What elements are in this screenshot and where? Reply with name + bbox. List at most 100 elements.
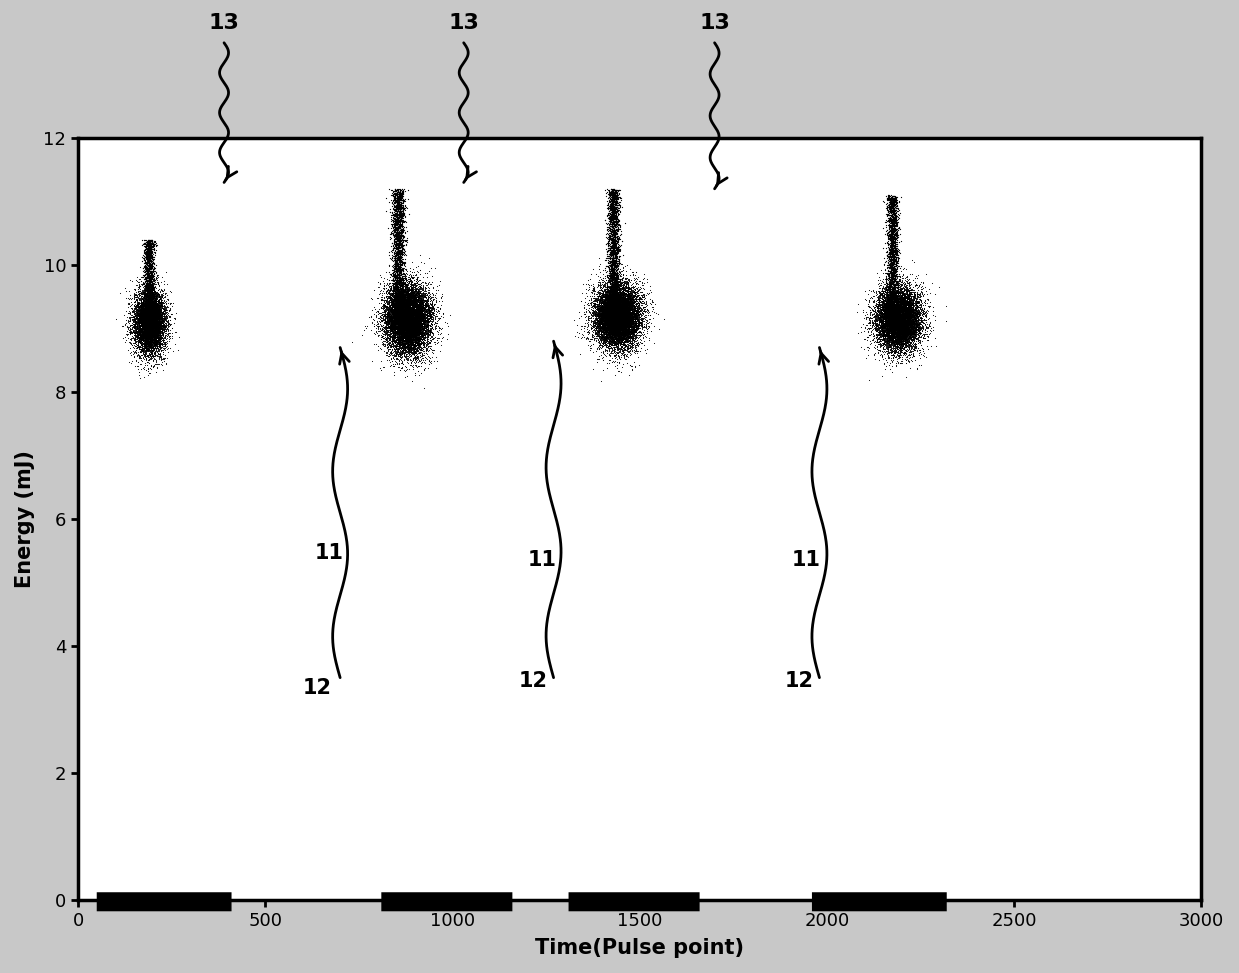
Point — [385, 339, 405, 354]
Point — [131, 343, 151, 359]
Point — [374, 320, 394, 336]
Point — [906, 285, 926, 301]
Point — [897, 318, 917, 334]
Point — [149, 305, 169, 320]
Point — [387, 307, 406, 323]
Point — [603, 310, 623, 326]
Point — [890, 338, 909, 353]
Point — [389, 316, 409, 332]
Point — [615, 331, 634, 346]
Point — [392, 335, 411, 350]
Point — [610, 310, 629, 326]
Point — [395, 284, 415, 300]
Point — [392, 270, 411, 285]
Point — [887, 302, 907, 317]
Point — [395, 297, 415, 312]
Point — [401, 319, 421, 335]
Point — [380, 214, 400, 230]
Point — [615, 306, 634, 322]
Point — [374, 319, 394, 335]
Point — [626, 298, 646, 313]
Point — [401, 329, 421, 344]
Point — [631, 284, 650, 300]
Point — [613, 313, 633, 329]
Point — [409, 323, 429, 339]
Point — [909, 309, 929, 325]
Point — [906, 316, 926, 332]
Point — [607, 317, 627, 333]
Point — [138, 245, 157, 261]
Point — [139, 300, 159, 315]
Point — [602, 342, 622, 358]
Point — [877, 341, 897, 356]
Point — [632, 326, 652, 342]
Point — [141, 291, 161, 306]
Point — [886, 342, 906, 357]
Point — [621, 294, 641, 309]
Point — [130, 318, 150, 334]
Point — [882, 259, 902, 274]
Point — [606, 263, 626, 278]
Point — [385, 307, 405, 323]
Point — [597, 326, 617, 342]
Point — [595, 313, 615, 329]
Point — [872, 313, 892, 329]
Point — [142, 245, 162, 261]
Point — [613, 307, 633, 323]
Point — [881, 310, 901, 326]
Point — [886, 269, 906, 284]
Point — [900, 295, 919, 310]
Point — [895, 325, 914, 341]
Point — [145, 338, 165, 353]
Point — [399, 337, 419, 352]
Point — [620, 303, 639, 318]
Point — [133, 306, 152, 321]
Point — [146, 326, 166, 342]
Point — [864, 335, 883, 350]
Point — [152, 306, 172, 322]
Point — [393, 341, 413, 356]
Point — [129, 333, 149, 348]
Point — [145, 312, 165, 328]
Point — [598, 298, 618, 313]
Point — [142, 292, 162, 307]
Point — [606, 293, 626, 308]
Point — [616, 314, 636, 330]
Point — [612, 309, 632, 325]
Point — [902, 301, 922, 316]
Point — [897, 352, 917, 368]
Point — [152, 324, 172, 340]
Point — [606, 191, 626, 206]
Point — [606, 319, 626, 335]
Point — [598, 317, 618, 333]
Point — [876, 303, 896, 318]
Point — [140, 299, 160, 314]
Point — [385, 217, 405, 233]
Point — [395, 298, 415, 313]
Point — [413, 306, 432, 322]
Point — [387, 220, 406, 235]
Point — [392, 329, 411, 344]
Point — [416, 319, 436, 335]
Point — [134, 307, 154, 323]
Point — [903, 297, 923, 312]
Point — [611, 332, 631, 347]
Point — [149, 323, 169, 339]
Point — [881, 287, 901, 303]
Point — [384, 240, 404, 256]
Point — [615, 301, 634, 316]
Point — [876, 309, 896, 325]
Point — [130, 334, 150, 349]
Point — [124, 316, 144, 332]
Point — [895, 331, 914, 346]
Point — [885, 252, 904, 268]
Point — [152, 305, 172, 320]
Point — [602, 324, 622, 340]
Point — [387, 246, 406, 262]
Point — [618, 333, 638, 348]
Point — [404, 310, 424, 326]
Point — [138, 251, 157, 267]
Point — [387, 235, 406, 251]
Point — [388, 242, 408, 258]
Point — [607, 310, 627, 326]
